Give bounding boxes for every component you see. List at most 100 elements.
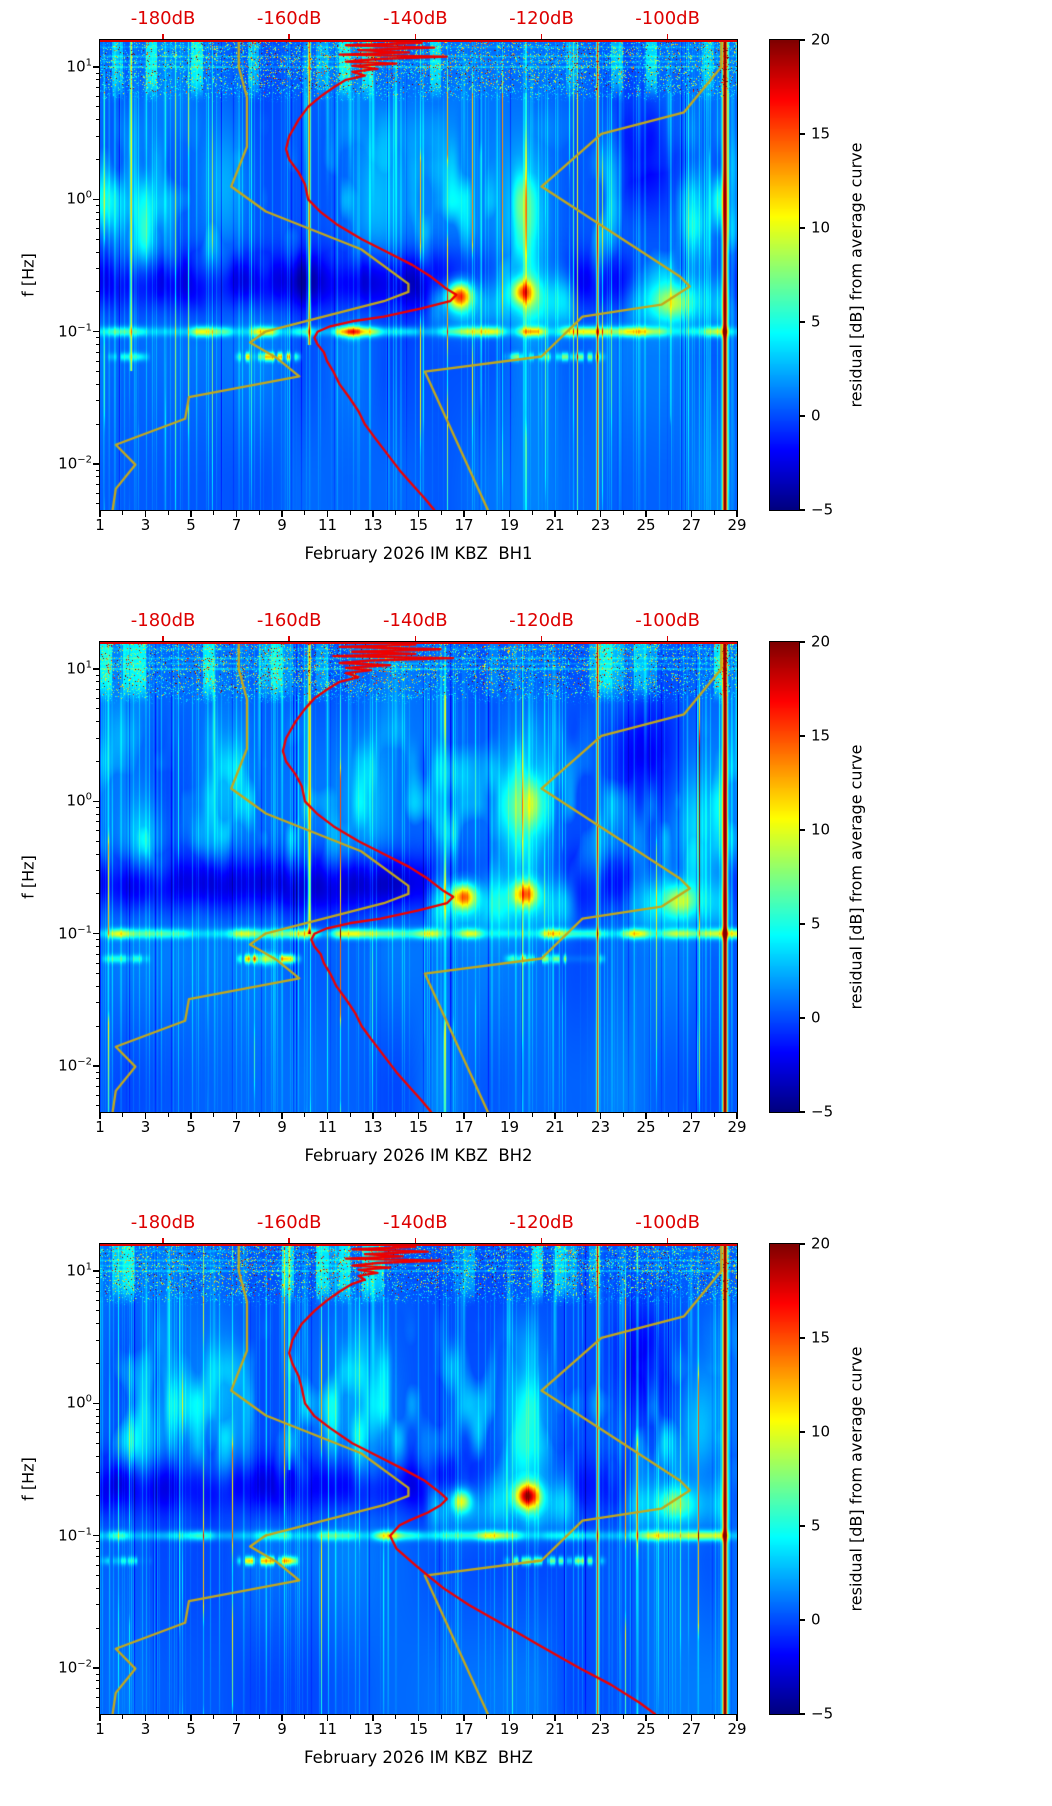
colorbar xyxy=(769,641,800,1113)
x-tick-label: 23 xyxy=(590,516,611,534)
colorbar xyxy=(769,39,800,511)
x-tick-label: 13 xyxy=(363,1118,383,1136)
colorbar-label: residual [dB] from average curve xyxy=(846,1346,866,1612)
y-tick-label: 10−2 xyxy=(48,1658,92,1677)
y-major-tick-mark xyxy=(93,331,99,333)
y-tick-label: 100 xyxy=(48,792,92,809)
x-minor-tick-mark xyxy=(122,511,124,515)
x-tick-label: 29 xyxy=(727,516,747,534)
x-minor-tick-mark xyxy=(440,511,442,515)
y-minor-tick-mark xyxy=(95,79,99,81)
y-tick-label: 101 xyxy=(48,57,92,75)
x-minor-tick-mark xyxy=(668,1113,670,1117)
x-axis-label-bhz: February 2026 IM KBZ BHZ xyxy=(304,1748,533,1767)
y-minor-tick-mark xyxy=(95,1423,99,1425)
y-tick-exponent: 0 xyxy=(85,189,92,201)
colorbar xyxy=(769,1243,800,1715)
y-tick-exponent: 1 xyxy=(85,659,92,671)
y-minor-tick-mark xyxy=(95,737,99,739)
x-minor-tick-mark xyxy=(713,1715,715,1719)
plot-area xyxy=(99,641,738,1113)
x-major-tick-mark xyxy=(99,1715,101,1721)
y-minor-tick-mark xyxy=(95,337,99,339)
colorbar-tick-label: 5 xyxy=(811,312,821,331)
y-minor-tick-mark xyxy=(95,893,99,895)
y-tick-exponent: −1 xyxy=(77,924,92,936)
y-minor-tick-mark xyxy=(95,946,99,948)
y-major-tick-mark xyxy=(93,1402,99,1404)
y-minor-tick-mark xyxy=(95,1707,99,1709)
y-tick-base: 10 xyxy=(58,924,78,943)
y-tick-label: 10−2 xyxy=(48,455,92,472)
y-minor-tick-mark xyxy=(95,721,99,723)
y-minor-tick-mark xyxy=(95,1363,99,1365)
y-tick-exponent: −1 xyxy=(77,322,92,334)
x-minor-tick-mark xyxy=(531,1113,533,1117)
x-major-tick-mark xyxy=(645,1715,647,1721)
x-major-tick-mark xyxy=(326,1715,329,1721)
top-db-tick-mark xyxy=(540,636,543,641)
x-tick-label: 13 xyxy=(363,1720,383,1738)
top-db-tick-mark xyxy=(414,1238,417,1243)
x-minor-tick-mark xyxy=(395,1715,397,1719)
x-tick-label: 9 xyxy=(277,1720,287,1738)
x-minor-tick-mark xyxy=(577,1113,579,1117)
x-tick-label: 1 xyxy=(95,1118,105,1136)
y-minor-tick-mark xyxy=(95,708,99,710)
y-minor-tick-mark xyxy=(95,973,99,975)
x-tick-label: 1 xyxy=(95,516,105,534)
x-minor-tick-mark xyxy=(531,1715,533,1719)
colorbar-tick-label: 10 xyxy=(811,218,831,237)
x-tick-label: 19 xyxy=(499,516,520,534)
y-minor-tick-mark xyxy=(95,159,99,161)
x-major-tick-mark xyxy=(463,1113,465,1119)
y-tick-base: 10 xyxy=(58,1658,78,1677)
x-minor-tick-mark xyxy=(213,511,215,515)
colorbar-tick-mark xyxy=(800,641,805,643)
top-db-tick-label: -180dB xyxy=(130,1212,196,1233)
y-minor-tick-mark xyxy=(95,106,99,108)
top-db-tick-label: -160dB xyxy=(256,610,322,631)
colorbar-tick-label: −5 xyxy=(811,1102,834,1121)
top-db-tick-label: -140dB xyxy=(383,8,448,29)
x-tick-label: 25 xyxy=(636,1720,656,1738)
y-tick-exponent: 1 xyxy=(85,57,92,69)
y-major-tick-mark xyxy=(93,1270,99,1272)
y-minor-tick-mark xyxy=(95,344,99,346)
y-minor-tick-mark xyxy=(95,1472,99,1474)
top-db-tick-mark xyxy=(414,636,417,641)
y-major-tick-mark xyxy=(93,66,99,68)
x-minor-tick-mark xyxy=(440,1715,442,1719)
x-tick-label: 27 xyxy=(681,1720,702,1738)
y-minor-tick-mark xyxy=(95,119,99,121)
x-tick-label: 11 xyxy=(317,516,338,534)
y-minor-tick-mark xyxy=(95,469,99,471)
colorbar-tick-mark xyxy=(800,415,805,417)
x-major-tick-mark xyxy=(99,1113,101,1119)
colorbar-label: residual [dB] from average curve xyxy=(846,744,866,1010)
x-tick-label: 5 xyxy=(186,1720,196,1738)
x-tick-label: 15 xyxy=(408,1118,429,1136)
x-major-tick-mark xyxy=(417,1715,420,1721)
y-minor-tick-mark xyxy=(95,1564,99,1566)
top-db-tick-label: -140dB xyxy=(383,610,448,631)
x-tick-label: 27 xyxy=(681,516,702,534)
x-major-tick-mark xyxy=(235,511,238,517)
y-tick-label: 10−2 xyxy=(48,1056,92,1074)
y-minor-tick-mark xyxy=(95,1495,99,1497)
spectrogram-panel-bh1: f [Hz] -180dB -160dB -140dB -120dB -100dB 10… xyxy=(0,0,1052,602)
y-minor-tick-mark xyxy=(95,423,99,425)
y-tick-exponent: −2 xyxy=(77,1056,92,1068)
x-tick-label: 17 xyxy=(454,1118,474,1136)
y-major-tick-mark xyxy=(93,1065,99,1067)
y-minor-tick-mark xyxy=(95,1455,99,1457)
y-minor-tick-mark xyxy=(95,1339,99,1341)
colorbar-tick-mark xyxy=(800,509,805,511)
y-major-tick-mark xyxy=(93,463,99,465)
y-minor-tick-mark xyxy=(95,830,99,832)
x-tick-label: 23 xyxy=(590,1720,611,1738)
y-tick-label: 101 xyxy=(48,1262,92,1279)
top-db-tick-mark xyxy=(666,34,669,39)
x-major-tick-mark xyxy=(326,511,329,517)
top-db-tick-label: -120dB xyxy=(509,8,574,29)
